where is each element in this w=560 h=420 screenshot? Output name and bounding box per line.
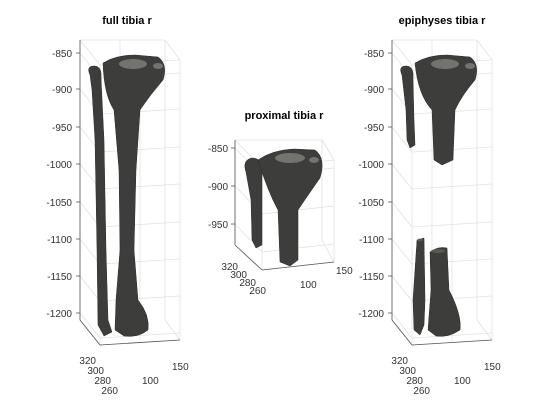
z-tick-label: -1000 xyxy=(46,160,72,171)
x-tick-label: 300 xyxy=(399,366,416,377)
z-tick-label: -1050 xyxy=(358,198,384,209)
z-tick-label: -950 xyxy=(52,123,72,134)
x-tick-label: 300 xyxy=(87,366,104,377)
x-tick-label: 280 xyxy=(406,376,423,387)
y-tick-label: 100 xyxy=(454,376,471,387)
z-tick-label: -1050 xyxy=(46,198,72,209)
z-tick-label: -900 xyxy=(52,85,72,96)
axis-lines-epiphyses xyxy=(391,40,493,346)
axis-lines-full xyxy=(79,40,181,346)
x-tick-label: 320 xyxy=(79,356,96,367)
z-tick-label: -1150 xyxy=(47,272,72,283)
z-tick-label: -850 xyxy=(52,49,72,60)
x-tick-label: 280 xyxy=(94,376,111,387)
x-tick-label: 320 xyxy=(391,356,408,367)
bone-proximal-tibia xyxy=(244,148,323,267)
z-tick-label: -1200 xyxy=(358,309,384,320)
axis-lines-proximal xyxy=(234,140,335,271)
plot-title-proximal-tibia: proximal tibia r xyxy=(244,110,324,122)
z-tick-label: -1100 xyxy=(359,235,384,246)
bone-full-tibia xyxy=(88,54,165,337)
x-tick-label: 320 xyxy=(221,262,238,273)
z-ticks-full xyxy=(76,52,80,314)
x-tick-label: 260 xyxy=(249,286,266,297)
z-ticks-proximal xyxy=(231,147,235,225)
x-tick-label: 280 xyxy=(239,278,256,289)
y-tick-label: 100 xyxy=(300,280,317,291)
z-tick-label: -850 xyxy=(208,144,228,155)
z-tick-label: -950 xyxy=(364,123,384,134)
y-tick-label: 150 xyxy=(484,362,501,373)
z-tick-label: -1000 xyxy=(358,160,384,171)
plot-title-epiphyses-tibia: epiphyses tibia r xyxy=(398,15,486,27)
z-tick-label: -1100 xyxy=(47,235,72,246)
z-tick-label: -1150 xyxy=(359,272,384,283)
y-tick-label: 100 xyxy=(142,376,159,387)
bone-proximal-highlight xyxy=(275,153,319,163)
plot-title-full-tibia: full tibia r xyxy=(102,15,152,27)
bone-epiphysis-distal xyxy=(412,237,461,337)
y-tick-label: 150 xyxy=(336,266,353,277)
z-ticks-epiphyses xyxy=(388,52,392,314)
bone-distal-highlight xyxy=(417,238,445,253)
bone-epiphysis-highlight xyxy=(431,59,475,69)
z-tick-label: -900 xyxy=(208,182,228,193)
z-tick-label: -900 xyxy=(364,85,384,96)
x-tick-label: 260 xyxy=(101,386,118,397)
y-tick-label: 150 xyxy=(172,362,189,373)
x-tick-label: 260 xyxy=(413,386,430,397)
bone-full-highlight xyxy=(119,59,163,69)
z-tick-label: -950 xyxy=(208,220,228,231)
bone-epiphysis-proximal xyxy=(400,54,477,166)
z-tick-label: -850 xyxy=(364,49,384,60)
z-tick-label: -1200 xyxy=(46,309,72,320)
x-tick-label: 300 xyxy=(230,270,247,281)
